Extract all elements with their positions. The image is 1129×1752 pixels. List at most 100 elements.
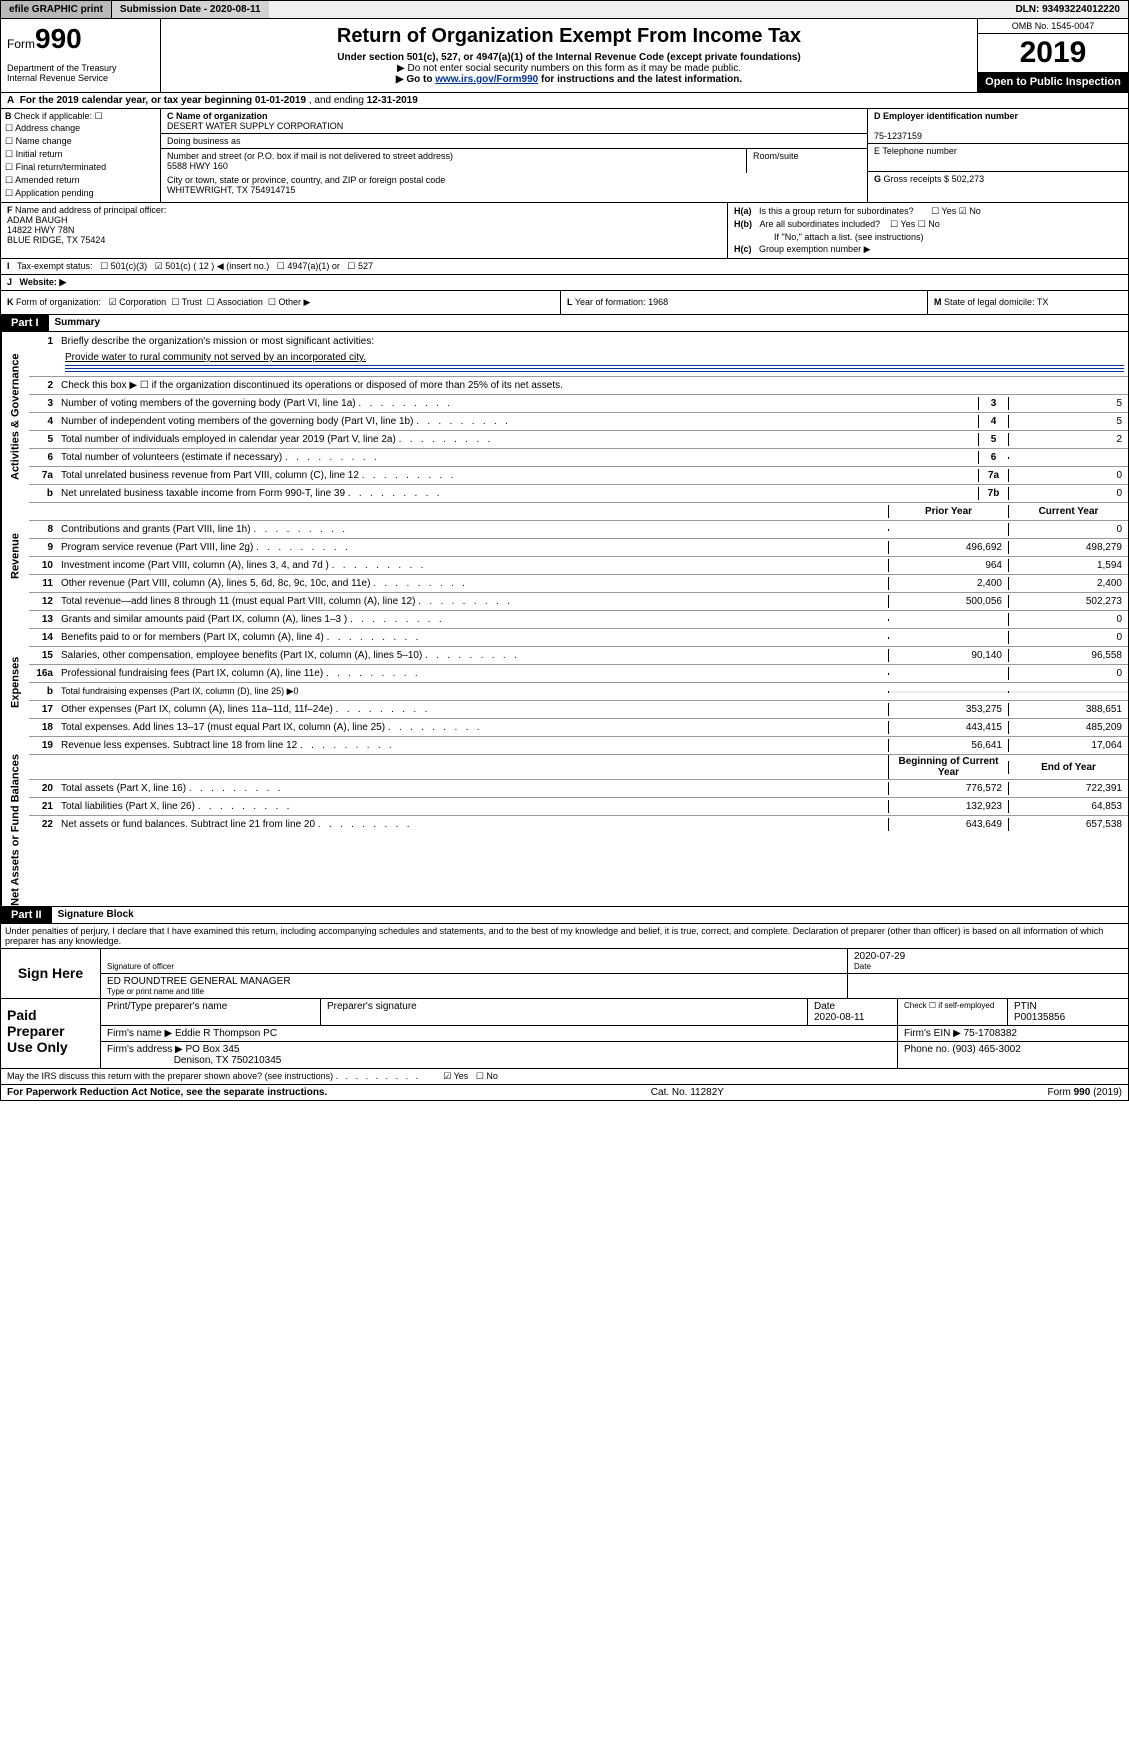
line-16a: 16aProfessional fundraising fees (Part I… (29, 664, 1128, 682)
row-j-website: J Website: ▶ (0, 275, 1129, 291)
ein-cell: D Employer identification number 75-1237… (868, 109, 1128, 144)
topbar-spacer (269, 1, 1008, 18)
form-ref: Form 990 (2019) (1048, 1087, 1122, 1098)
part2-header: Part II Signature Block (0, 907, 1129, 924)
cb-amended-return[interactable]: Amended return (5, 174, 156, 187)
cb-corporation[interactable]: Corporation (109, 297, 167, 307)
line-18: 18Total expenses. Add lines 13–17 (must … (29, 718, 1128, 736)
line-9: 9Program service revenue (Part VIII, lin… (29, 538, 1128, 556)
efile-print-button[interactable]: efile GRAPHIC print (1, 1, 112, 18)
header-sub2: ▶ Do not enter social security numbers o… (165, 63, 973, 74)
prep-row2: Firm's name ▶ Eddie R Thompson PC Firm's… (101, 1026, 1128, 1042)
room-cell: Room/suite (747, 149, 867, 173)
street-cell: Number and street (or P.O. box if mail i… (161, 149, 747, 173)
line-b: bTotal fundraising expenses (Part IX, co… (29, 682, 1128, 700)
line-5: 5Total number of individuals employed in… (29, 430, 1128, 448)
line-17: 17Other expenses (Part IX, column (A), l… (29, 700, 1128, 718)
side-net-assets-or-fund-balances: Net Assets or Fund Balances (1, 754, 29, 906)
row-klm: K Form of organization: Corporation Trus… (0, 291, 1129, 315)
prep-selfemp[interactable]: Check ☐ if self-employed (898, 999, 1008, 1025)
officer-addr2: BLUE RIDGE, TX 75424 (7, 235, 105, 245)
street-value: 5588 HWY 160 (167, 161, 228, 171)
header-sub1: Under section 501(c), 527, or 4947(a)(1)… (165, 52, 973, 63)
gross-receipts-value: 502,273 (952, 174, 985, 184)
header-center: Return of Organization Exempt From Incom… (161, 19, 978, 92)
col-c-org: C Name of organization DESERT WATER SUPP… (161, 109, 868, 202)
tax-year: 2019 (978, 34, 1128, 72)
part1-badge: Part I (1, 315, 49, 331)
header-left: Form990 Department of the Treasury Inter… (1, 19, 161, 92)
part2-title: Signature Block (52, 907, 140, 923)
irs-link[interactable]: www.irs.gov/Form990 (435, 74, 538, 85)
cb-association[interactable]: Association (207, 297, 263, 307)
paid-preparer-block: Paid Preparer Use Only Print/Type prepar… (0, 999, 1129, 1069)
firm-name: Firm's name ▶ Eddie R Thompson PC (101, 1026, 898, 1041)
side-activities: Activities & Governance (1, 332, 29, 502)
line-7a: 7aTotal unrelated business revenue from … (29, 466, 1128, 484)
line-13: 13Grants and similar amounts paid (Part … (29, 610, 1128, 628)
discuss-no[interactable]: No (476, 1071, 498, 1081)
firm-ein: Firm's EIN ▶ 75-1708382 (898, 1026, 1128, 1041)
side-expenses: Expenses (1, 610, 29, 754)
officer-addr1: 14822 HWY 78N (7, 225, 74, 235)
year-formation: L Year of formation: 1968 (561, 291, 928, 314)
page-footer: For Paperwork Reduction Act Notice, see … (0, 1085, 1129, 1101)
signer-name-cell: ED ROUNDTREE GENERAL MANAGERType or prin… (101, 974, 848, 998)
submission-date-label: Submission Date - 2020-08-11 (112, 1, 269, 18)
cb-application-pending[interactable]: Application pending (5, 187, 156, 200)
hb-no[interactable]: No (918, 219, 940, 229)
prep-name-hdr: Print/Type preparer's name (101, 999, 321, 1025)
line-12: 12Total revenue—add lines 8 through 11 (… (29, 592, 1128, 610)
cb-501c3[interactable]: 501(c)(3) (100, 261, 147, 271)
cb-trust[interactable]: Trust (171, 297, 202, 307)
pra-notice: For Paperwork Reduction Act Notice, see … (7, 1087, 327, 1098)
gross-receipts-cell: G Gross receipts $ 502,273 (868, 172, 1128, 200)
col-b-checks: B Check if applicable: ☐ Address change … (1, 109, 161, 202)
ha-yes[interactable]: Yes (931, 206, 956, 216)
side-revenue: Revenue (1, 502, 29, 610)
col-de-g: D Employer identification number 75-1237… (868, 109, 1128, 202)
part2-badge: Part II (1, 907, 52, 923)
line-8: 8Contributions and grants (Part VIII, li… (29, 520, 1128, 538)
org-name-cell: C Name of organization DESERT WATER SUPP… (161, 109, 867, 134)
hb-yes[interactable]: Yes (890, 219, 915, 229)
part1-summary: Activities & Governance1Briefly describe… (0, 332, 1129, 907)
signature-cell: Signature of officer (101, 949, 848, 973)
city-cell: City or town, state or province, country… (161, 173, 867, 197)
cb-initial-return[interactable]: Initial return (5, 148, 156, 161)
cb-address-change[interactable]: Address change (5, 122, 156, 135)
cb-501c[interactable]: 501(c) ( 12 ) ◀ (insert no.) (155, 261, 270, 271)
sign-date-cell: 2020-07-29Date (848, 949, 1128, 973)
ha-no[interactable]: No (959, 206, 981, 216)
line-10: 10Investment income (Part VIII, column (… (29, 556, 1128, 574)
row-a-tax-year: A For the 2019 calendar year, or tax yea… (0, 93, 1129, 109)
cb-527[interactable]: 527 (347, 261, 373, 271)
principal-officer: F Name and address of principal officer:… (1, 203, 728, 258)
phone-cell: E Telephone number (868, 144, 1128, 172)
cb-4947a1[interactable]: 4947(a)(1) or (277, 261, 340, 271)
header-sub3: ▶ Go to www.irs.gov/Form990 for instruct… (165, 74, 973, 85)
cb-name-change[interactable]: Name change (5, 135, 156, 148)
prep-sig-hdr: Preparer's signature (321, 999, 808, 1025)
discuss-yes[interactable]: Yes (443, 1071, 468, 1081)
dba-cell: Doing business as (161, 134, 867, 149)
city-value: WHITEWRIGHT, TX 754914715 (167, 185, 295, 195)
cb-final-return[interactable]: Final return/terminated (5, 161, 156, 174)
prep-ptin: PTINP00135856 (1008, 999, 1128, 1025)
line-b: bNet unrelated business taxable income f… (29, 484, 1128, 502)
form-number: Form990 (7, 23, 154, 55)
line-4: 4Number of independent voting members of… (29, 412, 1128, 430)
part1-header: Part I Summary (0, 315, 1129, 332)
top-bar: efile GRAPHIC print Submission Date - 20… (0, 0, 1129, 19)
cb-other[interactable]: Other ▶ (268, 297, 311, 307)
line-22: 22Net assets or fund balances. Subtract … (29, 815, 1128, 833)
row-i-tax-exempt: I Tax-exempt status: 501(c)(3) 501(c) ( … (0, 259, 1129, 275)
line-14: 14Benefits paid to or for members (Part … (29, 628, 1128, 646)
prep-date: Date2020-08-11 (808, 999, 898, 1025)
line-15: 15Salaries, other compensation, employee… (29, 646, 1128, 664)
group-return: H(a) Is this a group return for subordin… (728, 203, 1128, 258)
header-right: OMB No. 1545-0047 2019 Open to Public In… (978, 19, 1128, 92)
firm-phone: Phone no. (903) 465-3002 (898, 1042, 1128, 1068)
sign-here-block: Sign Here Signature of officer 2020-07-2… (0, 949, 1129, 999)
sign-here-label: Sign Here (1, 949, 101, 998)
